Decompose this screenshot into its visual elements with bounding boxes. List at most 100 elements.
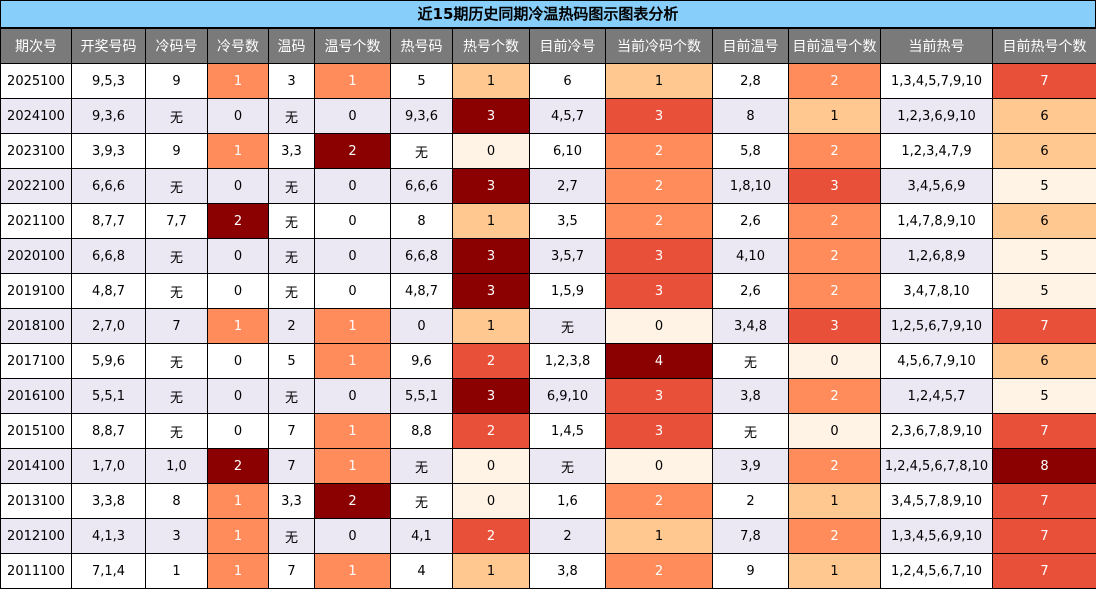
table-cell: 3,5	[530, 204, 606, 239]
table-cell: 4,8,7	[72, 274, 146, 309]
table-cell: 2016100	[1, 379, 72, 414]
table-cell: 8,7,7	[72, 204, 146, 239]
table-cell: 2	[789, 379, 881, 414]
table-cell: 4	[606, 344, 713, 379]
table-cell: 4,1	[391, 519, 453, 554]
table-cell: 1,8,10	[713, 169, 789, 204]
table-cell: 5,9,6	[72, 344, 146, 379]
table-cell: 3	[453, 274, 530, 309]
chart-title: 近15期历史同期冷温热码图示图表分析	[0, 0, 1096, 28]
table-cell: 2019100	[1, 274, 72, 309]
table-cell: 1	[789, 99, 881, 134]
table-cell: 无	[269, 99, 315, 134]
table-cell: 2022100	[1, 169, 72, 204]
header-cell: 热号个数	[453, 29, 530, 64]
table-cell: 2,6	[713, 274, 789, 309]
table-cell: 5	[391, 64, 453, 99]
table-cell: 3,9,3	[72, 134, 146, 169]
table-cell: 3	[453, 99, 530, 134]
header-row: 期次号 开奖号码 冷码号 冷号数 温码 温号个数 热号码 热号个数 目前冷号 当…	[1, 29, 1096, 64]
table-cell: 无	[530, 449, 606, 484]
table-cell: 2	[789, 449, 881, 484]
table-cell: 0	[315, 169, 391, 204]
table-cell: 2014100	[1, 449, 72, 484]
table-cell: 7	[993, 414, 1096, 449]
table-cell: 7	[269, 554, 315, 589]
table-cell: 3,4,7,8,10	[881, 274, 993, 309]
table-cell: 5,5,1	[72, 379, 146, 414]
table-cell: 0	[606, 449, 713, 484]
table-cell: 2	[208, 449, 269, 484]
table-cell: 3	[606, 414, 713, 449]
table-cell: 8,8	[391, 414, 453, 449]
table-cell: 3,5,7	[530, 239, 606, 274]
data-table: 期次号 开奖号码 冷码号 冷号数 温码 温号个数 热号码 热号个数 目前冷号 当…	[0, 28, 1096, 589]
table-cell: 3	[146, 519, 208, 554]
table-cell: 9,3,6	[72, 99, 146, 134]
table-cell: 1,3,4,5,6,9,10	[881, 519, 993, 554]
table-cell: 2	[315, 484, 391, 519]
header-cell: 热号码	[391, 29, 453, 64]
table-cell: 2	[789, 239, 881, 274]
table-cell: 0	[315, 204, 391, 239]
table-cell: 8	[146, 484, 208, 519]
table-cell: 无	[146, 239, 208, 274]
table-cell: 2	[606, 134, 713, 169]
table-cell: 3,4,5,7,8,9,10	[881, 484, 993, 519]
table-cell: 1,2,3,6,9,10	[881, 99, 993, 134]
table-cell: 无	[146, 344, 208, 379]
table-cell: 6	[993, 99, 1096, 134]
table-cell: 无	[269, 204, 315, 239]
table-cell: 5	[993, 239, 1096, 274]
table-cell: 无	[713, 344, 789, 379]
table-cell: 0	[315, 274, 391, 309]
table-cell: 7	[269, 449, 315, 484]
table-cell: 无	[391, 134, 453, 169]
table-cell: 2025100	[1, 64, 72, 99]
table-cell: 6,10	[530, 134, 606, 169]
table-cell: 4,5,7	[530, 99, 606, 134]
table-cell: 2	[713, 484, 789, 519]
table-cell: 1,3,4,5,7,9,10	[881, 64, 993, 99]
table-cell: 2	[606, 484, 713, 519]
table-cell: 2	[453, 344, 530, 379]
table-cell: 5	[993, 274, 1096, 309]
table-cell: 6,9,10	[530, 379, 606, 414]
table-cell: 0	[315, 519, 391, 554]
table-cell: 3	[453, 379, 530, 414]
table-cell: 1	[208, 134, 269, 169]
table-cell: 1	[208, 484, 269, 519]
table-cell: 1	[315, 64, 391, 99]
table-cell: 无	[269, 379, 315, 414]
table-cell: 1	[208, 519, 269, 554]
table-cell: 1	[208, 64, 269, 99]
table-cell: 2	[453, 414, 530, 449]
table-cell: 2	[789, 274, 881, 309]
table-cell: 2024100	[1, 99, 72, 134]
table-cell: 9	[713, 554, 789, 589]
header-cell: 开奖号码	[72, 29, 146, 64]
table-cell: 1	[453, 64, 530, 99]
table-cell: 3,8	[713, 379, 789, 414]
table-cell: 1	[453, 554, 530, 589]
table-cell: 3,3	[269, 484, 315, 519]
table-cell: 6	[993, 204, 1096, 239]
header-cell: 冷码号	[146, 29, 208, 64]
table-cell: 2	[789, 204, 881, 239]
table-cell: 7	[993, 484, 1096, 519]
table-cell: 2	[606, 169, 713, 204]
table-cell: 7,7	[146, 204, 208, 239]
table-cell: 无	[269, 169, 315, 204]
header-cell: 当前热号	[881, 29, 993, 64]
table-cell: 无	[269, 274, 315, 309]
table-cell: 1	[606, 64, 713, 99]
table-cell: 3	[606, 99, 713, 134]
